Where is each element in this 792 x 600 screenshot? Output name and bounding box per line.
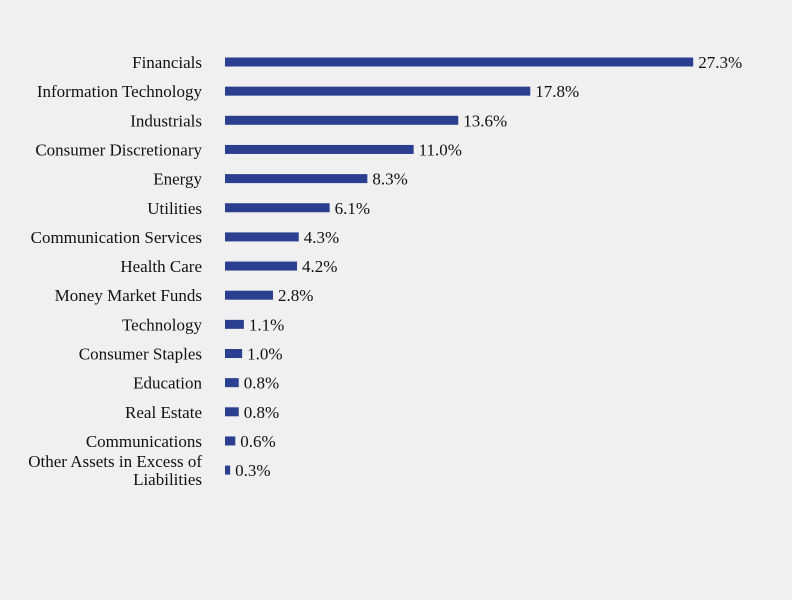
bar-6 xyxy=(225,232,299,242)
category-label-line: Money Market Funds xyxy=(55,286,202,305)
bar-13 xyxy=(225,436,236,446)
value-label-4: 8.3% xyxy=(372,170,407,189)
category-label-11: Education xyxy=(133,374,202,393)
bar-0 xyxy=(225,57,694,67)
category-label-10: Consumer Staples xyxy=(79,345,202,364)
value-label-0: 27.3% xyxy=(698,53,742,72)
category-label-line: Financials xyxy=(132,53,202,72)
bar-2 xyxy=(225,115,459,125)
category-label-line: Information Technology xyxy=(37,82,203,101)
category-label-line: Energy xyxy=(153,170,202,189)
category-label-7: Health Care xyxy=(120,257,202,276)
category-label-14: Other Assets in Excess of Liabilities xyxy=(28,452,202,489)
category-label-1: Information Technology xyxy=(37,82,203,101)
value-label-11: 0.8% xyxy=(244,374,279,393)
category-label-line: Real Estate xyxy=(125,403,202,422)
value-label-1: 17.8% xyxy=(535,82,579,101)
category-label-13: Communications xyxy=(86,432,202,451)
category-label-2: Industrials xyxy=(130,111,202,130)
bar-8 xyxy=(225,290,274,300)
category-label-line: Utilities xyxy=(147,199,202,218)
value-label-7: 4.2% xyxy=(302,257,337,276)
category-label-3: Consumer Discretionary xyxy=(35,140,202,159)
category-label-line: Education xyxy=(133,374,202,393)
bar-4 xyxy=(225,174,368,184)
bar-7 xyxy=(225,261,298,271)
category-label-9: Technology xyxy=(122,315,203,334)
value-label-9: 1.1% xyxy=(249,315,284,334)
bar-9 xyxy=(225,319,244,329)
category-label-line: Liabilities xyxy=(133,470,202,489)
bar-1 xyxy=(225,86,531,96)
category-label-4: Energy xyxy=(153,170,202,189)
category-label-6: Communication Services xyxy=(31,228,202,247)
category-label-0: Financials xyxy=(132,53,202,72)
bar-12 xyxy=(225,407,239,417)
category-label-12: Real Estate xyxy=(125,403,202,422)
category-label-line: Communications xyxy=(86,432,202,451)
category-label-line: Technology xyxy=(122,315,203,334)
category-label-line: Other Assets in Excess of xyxy=(28,452,202,471)
value-label-2: 13.6% xyxy=(463,111,507,130)
category-label-8: Money Market Funds xyxy=(55,286,202,305)
bar-5 xyxy=(225,203,330,213)
category-label-line: Health Care xyxy=(120,257,202,276)
value-label-12: 0.8% xyxy=(244,403,279,422)
value-label-8: 2.8% xyxy=(278,286,313,305)
bar-3 xyxy=(225,144,414,154)
bar-10 xyxy=(225,349,243,358)
category-label-line: Consumer Staples xyxy=(79,345,202,364)
value-label-6: 4.3% xyxy=(304,228,339,247)
value-label-3: 11.0% xyxy=(419,140,462,159)
bar-11 xyxy=(225,378,239,388)
value-label-14: 0.3% xyxy=(235,461,270,480)
category-label-line: Communication Services xyxy=(31,228,202,247)
category-label-line: Industrials xyxy=(130,111,202,130)
bar-14 xyxy=(225,465,231,475)
value-label-10: 1.0% xyxy=(247,345,282,364)
category-label-line: Consumer Discretionary xyxy=(35,140,202,159)
value-label-13: 0.6% xyxy=(240,432,275,451)
category-label-5: Utilities xyxy=(147,199,202,218)
value-label-5: 6.1% xyxy=(335,199,370,218)
